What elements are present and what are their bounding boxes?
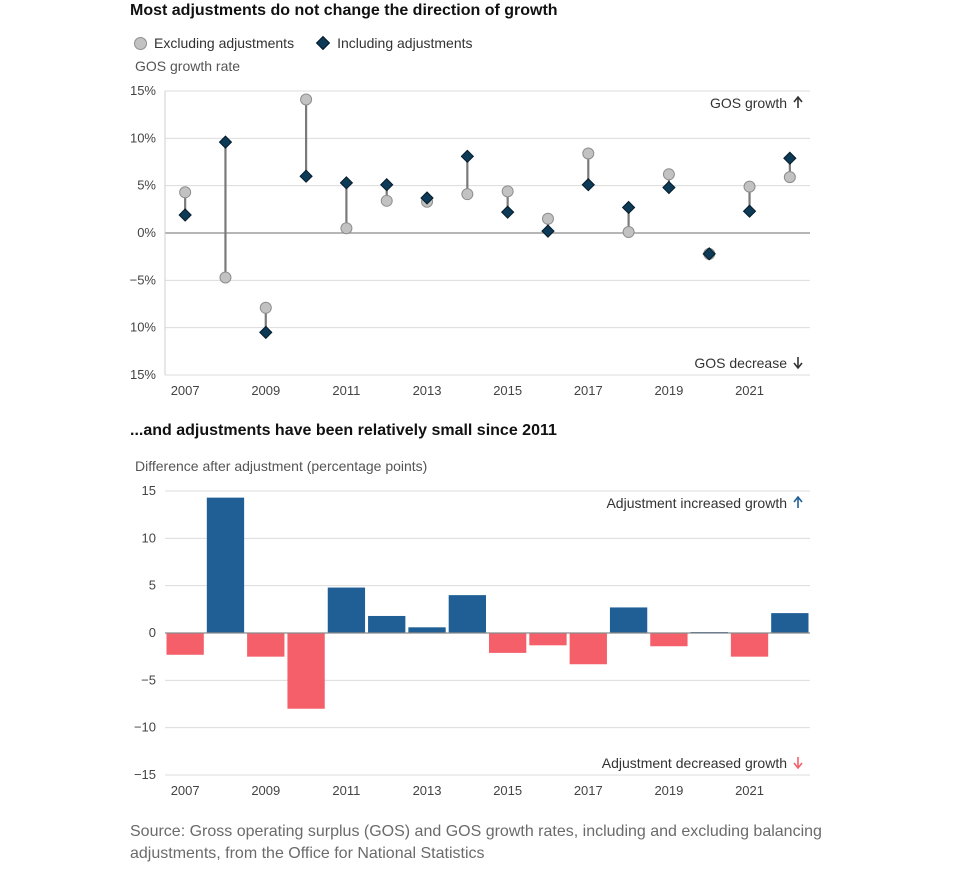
difference-bar xyxy=(650,633,688,647)
difference-bar xyxy=(408,627,446,633)
including-point xyxy=(742,204,757,218)
excluding-point xyxy=(582,147,595,160)
chart2-y-tick-label: 5 xyxy=(149,578,156,593)
chart2-y-tick-label: 0 xyxy=(149,625,156,640)
chart1-x-tick-label: 2019 xyxy=(654,383,683,398)
difference-bar xyxy=(287,633,325,709)
chart1-y-tick-label: 15% xyxy=(130,83,156,98)
circle-marker-icon xyxy=(134,36,147,50)
arrow-up-icon-head xyxy=(793,95,803,103)
including-point xyxy=(460,149,475,164)
including-point xyxy=(702,247,716,261)
chart2-y-tick-label: −10 xyxy=(134,720,156,735)
excluding-point xyxy=(783,171,796,184)
difference-bar xyxy=(166,633,204,655)
chart2-annotation-decreased: Adjustment decreased growth xyxy=(602,755,787,771)
chart2-x-tick-label: 2007 xyxy=(171,783,200,798)
excluding-point xyxy=(179,186,192,199)
legend-item-including: Including adjustments xyxy=(314,35,473,51)
chart2-x-tick-label: 2021 xyxy=(735,783,764,798)
excluding-point xyxy=(380,194,393,207)
legend-label-excluding: Excluding adjustments xyxy=(154,35,295,51)
chart2-x-tick-label: 2017 xyxy=(574,783,603,798)
excluding-point xyxy=(662,168,675,181)
including-point xyxy=(783,151,797,165)
difference-bar xyxy=(206,497,245,633)
chart1-y-tick-label: 0% xyxy=(137,225,156,240)
chart2-y-axis-label: Difference after adjustment (percentage … xyxy=(135,458,428,474)
chart2-x-tick-label: 2013 xyxy=(413,783,442,798)
difference-bar xyxy=(609,607,648,633)
including-point xyxy=(621,200,636,215)
legend-label-including: Including adjustments xyxy=(337,35,473,51)
difference-bar xyxy=(448,595,486,633)
chart2-x-tick-label: 2009 xyxy=(251,783,280,798)
chart1-title: Most adjustments do not change the direc… xyxy=(130,2,558,19)
difference-bar xyxy=(489,633,527,653)
chart1-y-tick-label: 5% xyxy=(137,178,156,193)
excluding-point xyxy=(743,180,756,193)
chart2-y-tick-label: 15 xyxy=(142,483,156,498)
chart2-annotation-increased: Adjustment increased growth xyxy=(606,495,787,511)
chart1-x-tick-label: 2017 xyxy=(574,383,603,398)
chart1-y-tick-label: 10% xyxy=(130,130,156,145)
excluding-point xyxy=(300,93,313,106)
chart1-y-axis-label: GOS growth rate xyxy=(135,58,241,74)
arrow-down-icon xyxy=(793,757,803,770)
including-point xyxy=(420,191,434,205)
difference-bar xyxy=(730,633,769,657)
arrow-up-icon xyxy=(793,95,803,108)
difference-bar xyxy=(771,613,809,633)
legend-item-excluding: Excluding adjustments xyxy=(134,35,294,51)
including-point xyxy=(218,135,233,149)
chart2-title: ...and adjustments have been relatively … xyxy=(130,422,557,439)
chart1-x-tick-label: 2013 xyxy=(413,383,442,398)
chart2-y-tick-label: −5 xyxy=(141,672,156,687)
including-point xyxy=(541,224,555,238)
arrow-down-icon-head xyxy=(793,762,803,770)
excluding-point xyxy=(541,212,554,225)
arrow-down-icon-head xyxy=(793,362,803,370)
chart1-x-tick-label: 2011 xyxy=(332,383,360,398)
chart1-x-tick-label: 2007 xyxy=(171,383,200,398)
difference-bar xyxy=(247,633,285,657)
chart2-x-tick-label: 2019 xyxy=(654,783,683,798)
including-point xyxy=(662,180,676,195)
chart2-x-tick-label: 2015 xyxy=(493,783,522,798)
difference-bar xyxy=(569,633,607,665)
chart1-x-tick-label: 2009 xyxy=(251,383,280,398)
excluding-point xyxy=(259,301,272,314)
including-point xyxy=(339,176,354,190)
chart1-x-tick-label: 2021 xyxy=(735,383,764,398)
including-point xyxy=(500,205,515,219)
difference-bar xyxy=(368,615,406,633)
chart1-y-tick-label: 10% xyxy=(130,320,156,335)
difference-bar xyxy=(327,587,366,633)
difference-bar xyxy=(529,633,567,646)
chart2-y-tick-label: −15 xyxy=(134,767,156,782)
excluding-point xyxy=(219,271,232,284)
excluding-point xyxy=(340,222,353,235)
source-note: Source: Gross operating surplus (GOS) an… xyxy=(130,823,822,862)
chart1-y-tick-label: −5% xyxy=(130,272,157,287)
arrow-down-icon xyxy=(793,357,803,370)
chart2-y-tick-label: 10 xyxy=(142,530,156,545)
excluding-point xyxy=(622,226,635,239)
arrow-up-icon-head xyxy=(793,495,803,503)
including-point xyxy=(581,178,595,192)
chart2-x-tick-label: 2011 xyxy=(332,783,360,798)
chart1-y-tick-label: 15% xyxy=(130,367,156,382)
including-point xyxy=(299,169,313,183)
including-point xyxy=(178,208,192,222)
chart1-annotation-decrease: GOS decrease xyxy=(694,355,787,371)
chart1-x-tick-label: 2015 xyxy=(493,383,522,398)
chart1-annotation-growth: GOS growth xyxy=(710,95,787,111)
excluding-point xyxy=(501,185,514,198)
including-point xyxy=(259,325,273,340)
excluding-point xyxy=(461,188,474,201)
including-point xyxy=(380,178,394,192)
chart1-legend: Excluding adjustments Including adjustme… xyxy=(134,35,493,51)
arrow-up-icon xyxy=(793,495,803,508)
